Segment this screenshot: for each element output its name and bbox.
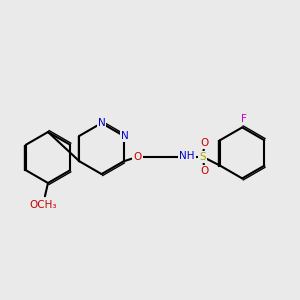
Text: NH: NH <box>179 151 194 161</box>
Text: O: O <box>201 138 209 148</box>
Text: N: N <box>98 118 105 128</box>
Text: F: F <box>241 114 247 124</box>
Text: O: O <box>201 166 209 176</box>
Text: S: S <box>200 152 206 162</box>
Text: O: O <box>134 152 142 162</box>
Text: OCH₃: OCH₃ <box>30 200 57 210</box>
Text: N: N <box>121 131 129 141</box>
